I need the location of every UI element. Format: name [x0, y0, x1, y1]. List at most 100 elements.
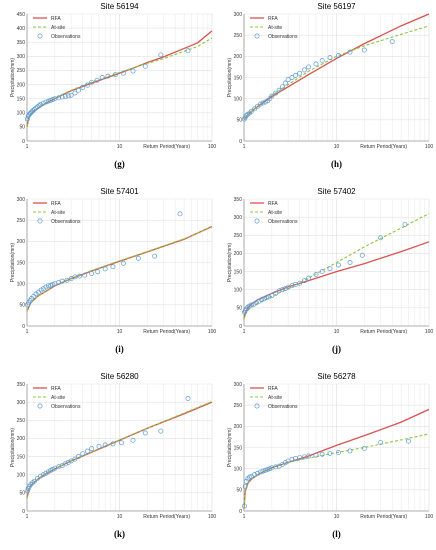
observation-point	[89, 79, 95, 85]
y-axis-label: Precipitation(mm)	[227, 428, 233, 468]
at-site-line	[243, 25, 430, 121]
observation-point	[40, 100, 46, 106]
observation-point	[62, 461, 68, 467]
observation-point	[319, 451, 325, 457]
observation-point	[256, 298, 262, 304]
x-tick-label: 100	[425, 514, 434, 520]
observation-point	[260, 100, 266, 106]
chart-panel-4: Site 57402 0 50 100 150 200 250 300 350 1 10 100 Ret…	[227, 187, 433, 354]
chart-panel-6: Site 56278 0 50 100 150 200 250 300 1 10 100 Return…	[227, 372, 433, 539]
y-axis-label: Precipitation(mm)	[227, 243, 233, 283]
x-axis-label: Return Period(Years)	[360, 144, 407, 150]
observation-point	[135, 255, 141, 261]
y-tick-label: 100	[234, 96, 243, 102]
observation-point	[31, 478, 37, 484]
x-axis-label: Return Period(Years)	[143, 514, 190, 520]
observation-point	[247, 110, 253, 116]
observation-point	[266, 294, 272, 300]
y-tick-label: 200	[234, 54, 243, 60]
legend-swatch-observations	[254, 403, 260, 409]
observation-point	[120, 70, 126, 76]
observation-point	[336, 53, 341, 58]
observation-point	[253, 300, 259, 306]
observation-point	[347, 260, 353, 265]
x-tick-label: 100	[425, 144, 434, 150]
x-tick-label: 1	[243, 329, 246, 335]
x-axis-label: Return Period(Years)	[143, 329, 190, 335]
y-tick-label: 400	[17, 26, 26, 32]
observation-point	[72, 274, 78, 280]
observation-point	[301, 278, 307, 284]
observation-point	[24, 116, 30, 122]
observation-point	[40, 286, 46, 292]
observation-point	[243, 478, 249, 484]
observation-point	[30, 108, 36, 113]
observation-point	[130, 437, 136, 443]
observation-point	[406, 438, 411, 444]
y-tick-label: 300	[17, 54, 26, 60]
panel-letter: (k)	[114, 529, 125, 539]
y-tick-label: 50	[236, 488, 242, 494]
panel-title: Site 56194	[100, 2, 139, 11]
observation-point	[80, 84, 86, 90]
y-tick-label: 250	[234, 33, 243, 39]
observation-point	[297, 455, 303, 461]
observation-point	[59, 278, 65, 284]
observation-point	[361, 445, 367, 451]
observation-point	[347, 448, 353, 454]
observation-point	[43, 99, 49, 105]
y-tick-label: 150	[234, 75, 243, 81]
observation-point	[297, 280, 303, 286]
observation-point	[327, 55, 333, 61]
y-tick-label: 250	[17, 218, 26, 224]
panel-letter: (h)	[331, 159, 342, 169]
y-tick-label: 350	[17, 40, 26, 46]
observation-point	[313, 272, 319, 277]
observation-point	[120, 260, 126, 266]
at-site-line	[243, 213, 430, 320]
observation-point	[56, 464, 62, 470]
observation-point	[99, 75, 105, 80]
y-tick-label: 200	[17, 436, 26, 442]
y-tick-label: 300	[17, 197, 26, 203]
observation-point	[158, 52, 164, 58]
observation-point	[84, 82, 90, 88]
x-tick-label: 10	[117, 514, 123, 520]
at-site-line	[26, 226, 213, 312]
panel-letter: (i)	[115, 344, 124, 354]
observation-point	[347, 49, 353, 55]
y-tick-label: 150	[234, 269, 243, 275]
observation-point	[336, 450, 341, 456]
x-axis-label: Return Period(Years)	[360, 514, 407, 520]
x-tick-label: 1	[26, 329, 29, 335]
observation-point	[319, 58, 325, 64]
observation-point	[262, 467, 268, 473]
legend-label: At-site	[51, 25, 65, 31]
observation-point	[248, 302, 254, 308]
observation-point	[112, 72, 118, 78]
observation-point	[243, 113, 249, 119]
observation-point	[38, 473, 43, 479]
observation-point	[313, 452, 319, 458]
legend-swatch-observations	[254, 33, 260, 39]
y-tick-label: 50	[19, 125, 25, 131]
observation-point	[102, 442, 108, 448]
panel-title: Site 57401	[100, 187, 139, 196]
observation-point	[359, 252, 365, 258]
x-tick-label: 10	[117, 329, 123, 335]
y-tick-label: 50	[19, 491, 25, 497]
panel-letter: (g)	[114, 159, 125, 169]
observation-point	[319, 269, 325, 275]
observation-point	[96, 443, 102, 449]
x-axis-label: Return Period(Years)	[143, 144, 190, 150]
observation-point	[64, 277, 70, 283]
observation-point	[293, 72, 298, 78]
legend-label: Observations	[268, 404, 298, 410]
y-tick-label: 100	[234, 466, 243, 472]
observation-point	[378, 439, 384, 445]
observation-point	[68, 92, 74, 98]
observation-point	[255, 470, 260, 476]
observation-point	[82, 272, 88, 278]
observation-point	[252, 472, 257, 478]
